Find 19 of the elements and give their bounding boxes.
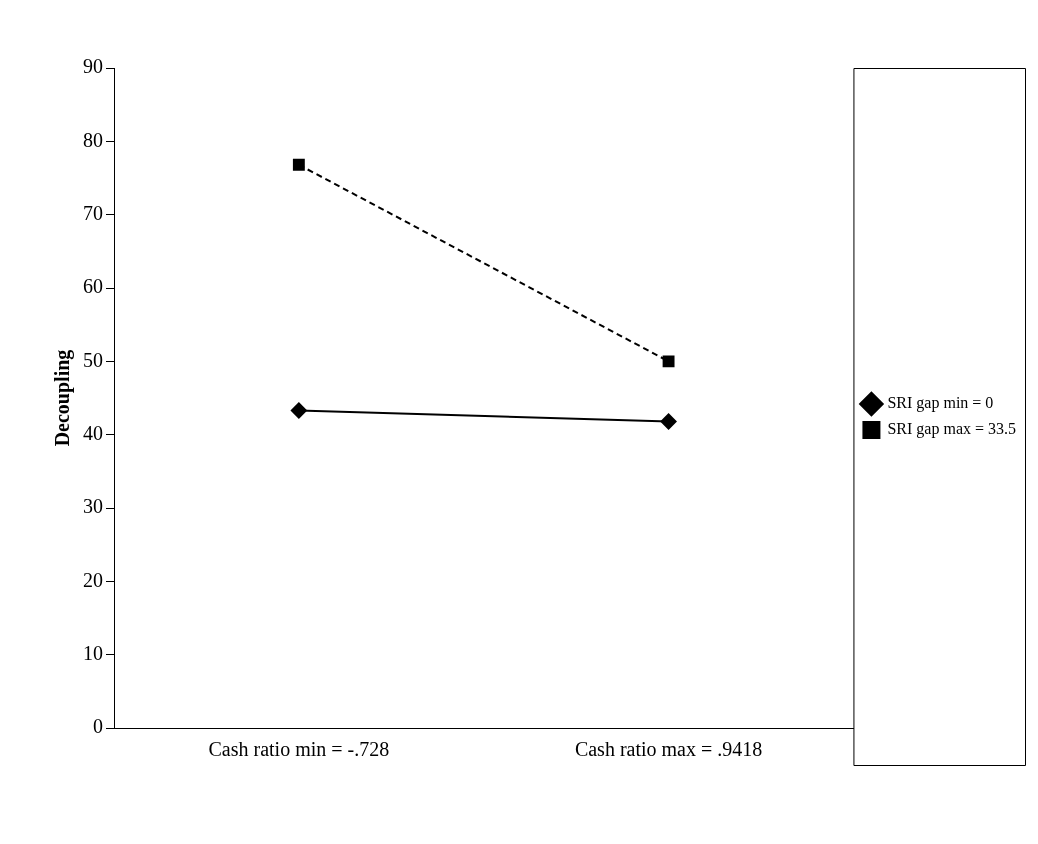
point: [662, 355, 675, 368]
y-axis-title: Decoupling: [51, 349, 75, 447]
y-tick-label: 30: [83, 495, 103, 518]
y-tick-label: 20: [83, 568, 103, 591]
point: [290, 402, 307, 419]
legend-label: SRI gap min = 0: [887, 394, 994, 413]
x-tick-label: Cash ratio min = -.728: [208, 738, 390, 761]
y-tick-label: 90: [83, 55, 103, 78]
y-tick-label: 50: [83, 348, 103, 371]
y-tick-label: 40: [83, 421, 103, 444]
x-tick-label: Cash ratio max = .9418: [574, 738, 763, 761]
point: [292, 158, 305, 171]
y-tick-label: 70: [83, 201, 103, 224]
y-tick-label: 10: [83, 641, 103, 664]
point: [660, 413, 677, 430]
y-tick-label: 80: [83, 128, 103, 151]
y-tick-label: 0: [93, 715, 103, 738]
y-tick-label: 60: [83, 275, 103, 298]
legend-label: SRI gap max = 33.5: [887, 420, 1017, 439]
